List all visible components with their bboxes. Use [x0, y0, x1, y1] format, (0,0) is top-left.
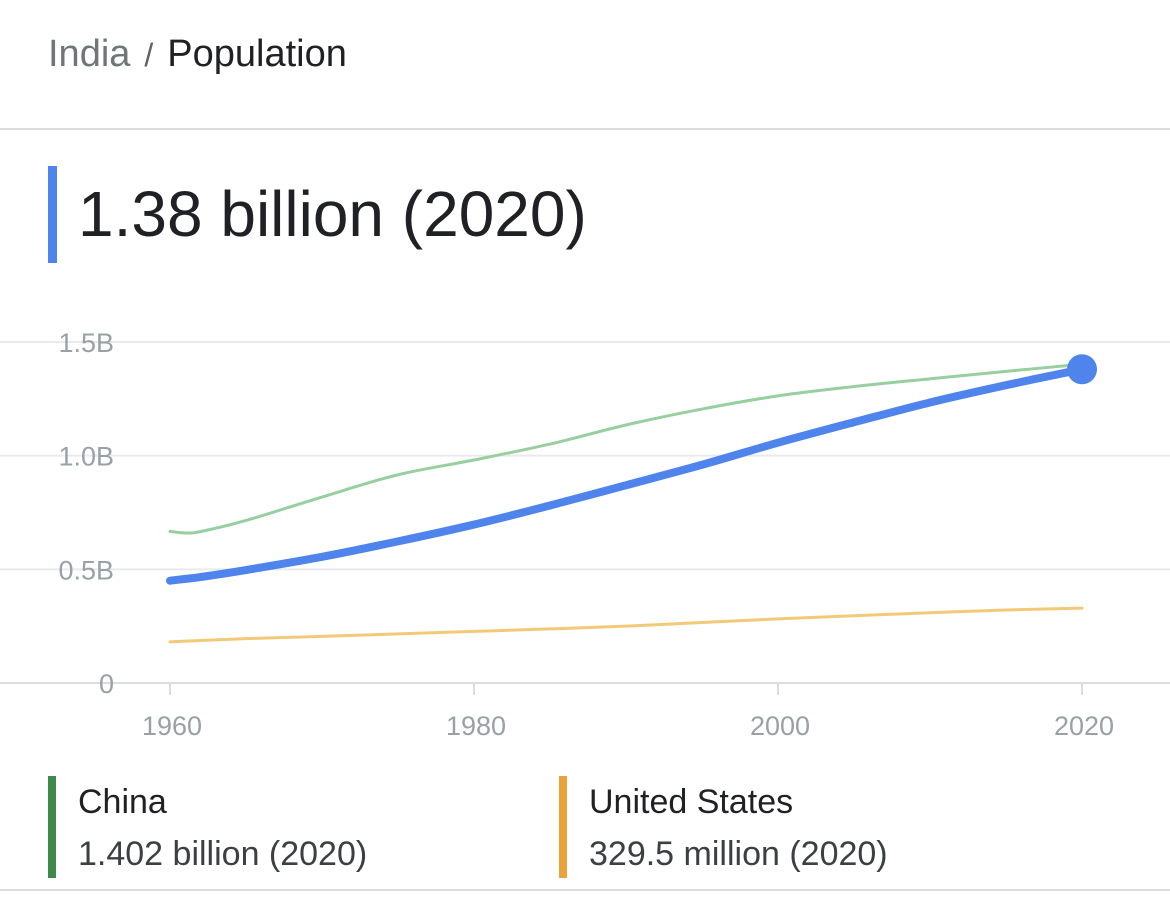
population-chart[interactable]: 0 0.5B 1.0B 1.5B 1960 1980 2000 2020	[0, 310, 1170, 750]
y-tick-label: 1.0B	[58, 442, 114, 472]
x-tick-label: 1980	[446, 711, 506, 741]
legend-color-bar-china	[48, 776, 56, 878]
legend-name-united-states: United States	[589, 783, 794, 821]
series-line-united-states	[168, 606, 1084, 644]
series-line-india	[166, 365, 1086, 585]
x-tick-label: 1960	[142, 711, 202, 741]
header-divider	[0, 128, 1170, 130]
footer-divider	[0, 889, 1170, 891]
headline-accent-bar	[48, 166, 57, 263]
legend-item-united-states[interactable]: United States 329.5 million (2020)	[559, 776, 1119, 878]
breadcrumb-separator: /	[144, 37, 154, 73]
legend-color-bar-united-states	[559, 776, 567, 878]
breadcrumb: India / Population	[48, 28, 347, 81]
y-tick-label: 0	[99, 669, 114, 699]
breadcrumb-parent-link[interactable]: India	[48, 33, 131, 75]
legend-name-china: China	[78, 783, 167, 821]
x-tick-label: 2020	[1054, 711, 1114, 741]
breadcrumb-current: Population	[167, 33, 347, 75]
legend-value-united-states: 329.5 million (2020)	[589, 835, 888, 873]
y-tick-label: 0.5B	[58, 555, 114, 585]
series-line-china	[168, 362, 1084, 535]
headline-value: 1.38 billion (2020)	[78, 178, 587, 250]
legend-item-china[interactable]: China 1.402 billion (2020)	[48, 776, 508, 878]
y-tick-label: 1.5B	[58, 328, 114, 358]
legend-value-china: 1.402 billion (2020)	[78, 835, 368, 873]
x-tick-label: 2000	[750, 711, 810, 741]
highlight-point[interactable]	[1067, 354, 1097, 385]
